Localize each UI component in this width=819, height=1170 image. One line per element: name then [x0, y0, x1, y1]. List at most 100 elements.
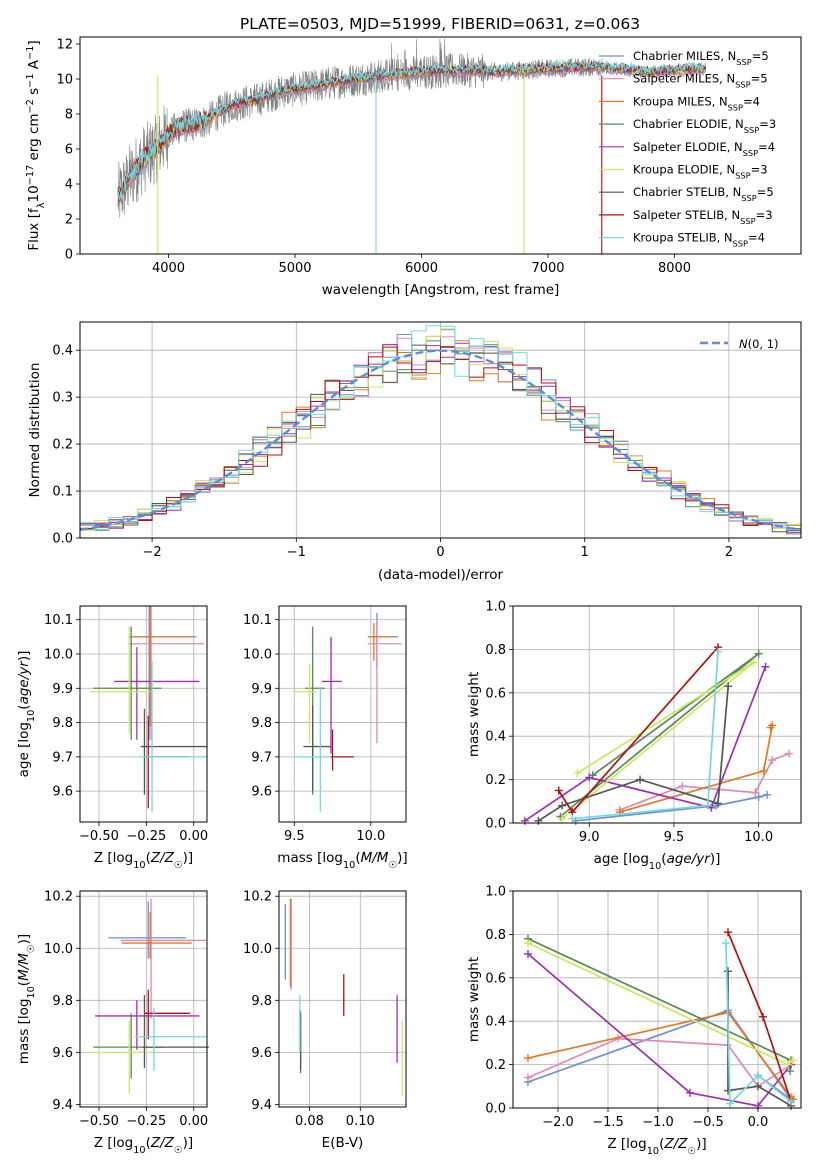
- errorbar-point: [129, 606, 194, 726]
- y-tick-label: 9.6: [251, 1046, 272, 1061]
- y-tick-label: 2: [65, 213, 73, 228]
- y-tick-label: 9.9: [52, 682, 73, 697]
- x-axis-label: age [log10(age/yr)]: [594, 851, 721, 872]
- x-tick-label: 5000: [278, 261, 311, 276]
- y-tick-label: 0.6: [485, 686, 506, 701]
- figure-title: PLATE=0503, MJD=51999, FIBERID=0631, z=0…: [240, 15, 640, 33]
- errorbar-point: [89, 626, 151, 733]
- axes-frame: [512, 890, 802, 1109]
- y-tick-label: 10: [56, 73, 73, 88]
- weight-marker: [761, 662, 770, 671]
- y-tick-label: 0.3: [52, 391, 73, 406]
- errorbar-point: [292, 664, 316, 744]
- weight-marker: [754, 1071, 762, 1080]
- weight-marker: [585, 773, 594, 782]
- x-tick-label: 4000: [152, 261, 185, 276]
- y-tick-label: 10.1: [44, 613, 73, 628]
- y-tick-label: 4: [65, 178, 73, 193]
- weight-marker: [703, 801, 712, 810]
- weight-marker: [754, 792, 763, 801]
- y-tick-label: 9.4: [251, 1098, 272, 1113]
- legend-entry: Kroupa MILES, NSSP=4: [633, 94, 760, 112]
- x-axis-label: Z [log10(Z/Z☉)]: [94, 1135, 193, 1156]
- y-axis-label: mass [log10(M/M☉)]: [16, 934, 37, 1064]
- weight-marker: [763, 790, 772, 799]
- axes-frame: [278, 605, 407, 823]
- x-axis-label: wavelength [Angstrom, rest frame]: [322, 282, 560, 298]
- y-tick-label: 0.8: [485, 928, 506, 943]
- y-tick-label: 0.8: [485, 643, 506, 658]
- weight-marker: [785, 749, 794, 758]
- weight-marker: [784, 1060, 792, 1069]
- weight-marker: [724, 1086, 732, 1095]
- errorbar-point: [329, 729, 354, 771]
- x-axis-label: mass [log10(M/M☉)]: [277, 850, 407, 871]
- weight-marker: [789, 1056, 797, 1065]
- y-axis-label: mass weight: [466, 672, 482, 757]
- errorbar-point: [128, 606, 205, 740]
- age-vs-mass-panel: 9.5 10.0 9.6 9.7 9.8 9.9 10.0 10.1 mass [log10(M…: [243, 605, 408, 871]
- residual-histogram: [80, 328, 801, 531]
- errorbar-point: [138, 660, 207, 812]
- y-tick-label: 9.6: [52, 1046, 73, 1061]
- x-tick-label: 10.0: [744, 830, 773, 845]
- weight-marker: [787, 1097, 795, 1106]
- y-tick-label: 9.7: [251, 750, 272, 765]
- errorbar-point: [303, 705, 332, 792]
- weight-line: [524, 666, 767, 822]
- y-tick-label: 12: [56, 38, 73, 53]
- y-tick-label: 9.4: [52, 1098, 73, 1113]
- weight-marker: [724, 682, 733, 691]
- age-vs-metallicity-panel: −0.50 −0.25 0.00 9.6 9.7 9.8 9.9 10.0 10.1 Z [log…: [16, 605, 208, 871]
- x-tick-label: 0: [436, 545, 444, 560]
- legend-entry: Salpeter ELODIE, NSSP=4: [633, 140, 775, 158]
- y-tick-label: 1.0: [485, 885, 506, 900]
- y-tick-label: 9.6: [52, 785, 73, 800]
- y-tick-label: 6: [65, 143, 73, 158]
- x-axis-label: (data-model)/error: [378, 567, 504, 583]
- y-tick-label: 10.2: [243, 890, 272, 905]
- legend-entry: Chabrier MILES, NSSP=5: [633, 49, 769, 67]
- weight-marker: [558, 814, 567, 823]
- x-tick-label: 9.0: [579, 830, 600, 845]
- x-tick-label: −0.50: [79, 1114, 119, 1129]
- mass-vs-reddening-panel: 0.08 0.10 9.4 9.6 9.8 10.0 10.2 E(B-V): [243, 890, 407, 1151]
- weight-marker: [726, 1099, 734, 1108]
- x-tick-label: −0.25: [126, 829, 166, 844]
- y-tick-label: 8: [65, 108, 73, 123]
- axes-frame: [79, 890, 208, 1108]
- x-tick-label: 10.0: [356, 829, 385, 844]
- y-tick-label: 0.2: [485, 1058, 506, 1073]
- weight-marker: [751, 788, 760, 797]
- errorbar-point: [93, 626, 162, 740]
- y-tick-label: 9.9: [251, 682, 272, 697]
- y-tick-label: 9.6: [251, 785, 272, 800]
- y-tick-label: 10.0: [243, 648, 272, 663]
- x-tick-label: 0.08: [295, 1114, 324, 1129]
- y-tick-label: 0.0: [485, 1102, 506, 1117]
- y-tick-label: 9.8: [52, 994, 73, 1009]
- y-tick-label: 0.1: [52, 485, 73, 500]
- model-spectrum-line: [117, 59, 707, 202]
- x-tick-label: −2: [143, 545, 162, 560]
- y-tick-label: 0.2: [485, 773, 506, 788]
- y-tick-label: 9.8: [52, 716, 73, 731]
- x-axis-label: Z [log10(Z/Z☉)]: [94, 850, 193, 871]
- weight-marker: [678, 782, 687, 791]
- y-tick-label: 0.4: [485, 730, 506, 745]
- y-tick-label: 9.8: [251, 716, 272, 731]
- errorbar-point: [121, 911, 192, 959]
- weight-marker: [524, 1054, 532, 1063]
- y-axis-label: Normed distribution: [27, 363, 43, 498]
- y-tick-label: 10.0: [44, 942, 73, 957]
- weight-vs-age-panel: 9.0 9.5 10.0 0.0 0.2 0.4 0.6 0.8 1.0 age [log10(a…: [466, 600, 802, 872]
- weight-marker: [749, 658, 758, 667]
- x-axis-label: Z [log10(Z/Z☉)]: [607, 1136, 706, 1157]
- legend-entry: Salpeter MILES, NSSP=5: [633, 72, 768, 90]
- y-axis-label: mass weight: [466, 957, 482, 1042]
- residual-histogram: [80, 340, 801, 526]
- y-tick-label: 9.7: [52, 750, 73, 765]
- errorbar-point: [369, 623, 396, 661]
- y-tick-label: 9.8: [251, 994, 272, 1009]
